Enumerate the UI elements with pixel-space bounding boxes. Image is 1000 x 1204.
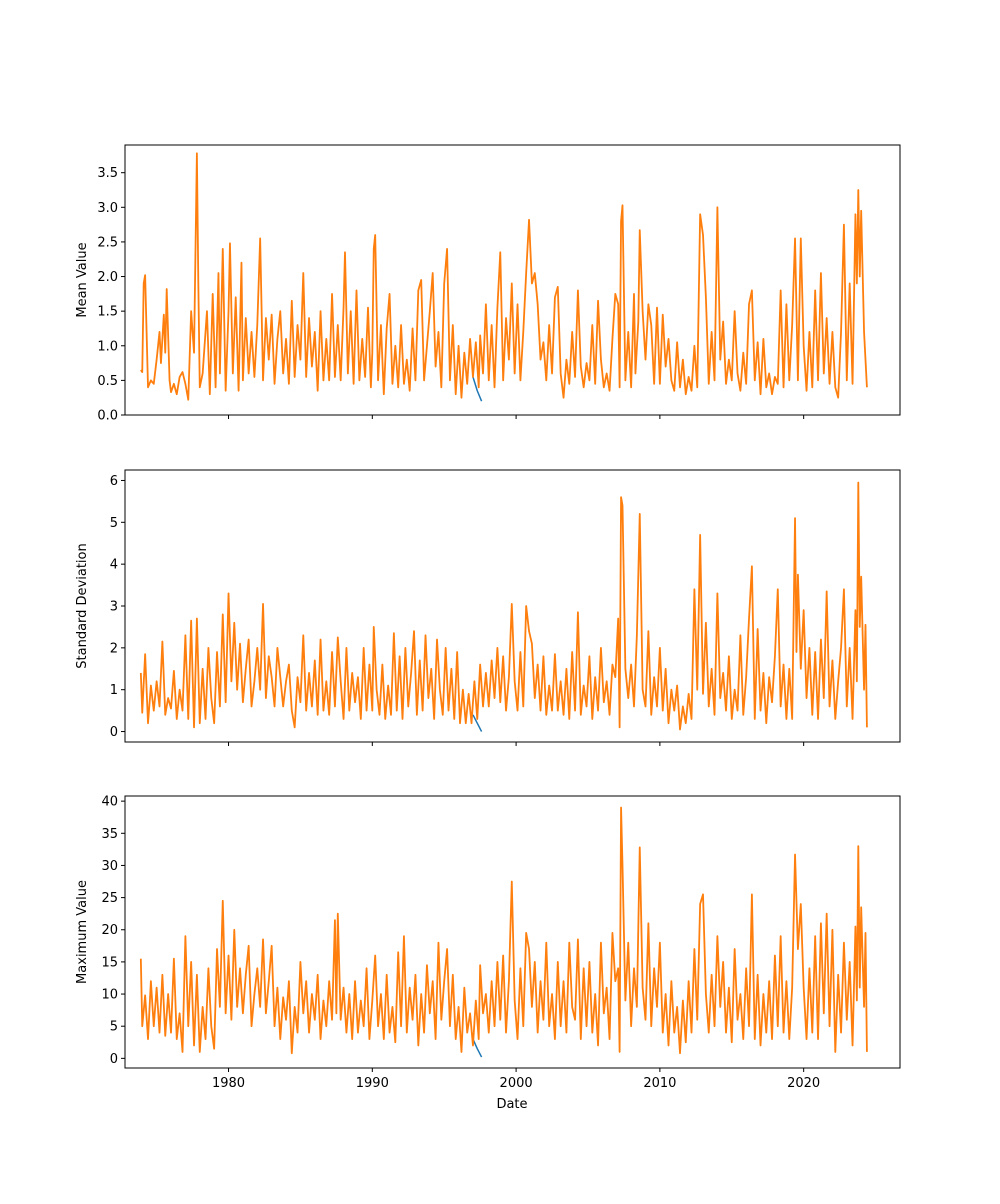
y-tick-label: 0.0 — [97, 409, 118, 424]
y-axis-label: Mean Value — [75, 242, 90, 317]
y-tick-label: 2.0 — [97, 270, 118, 285]
x-tick-label: 2020 — [787, 1076, 820, 1091]
y-tick-label: 3.0 — [97, 201, 118, 216]
y-tick-label: 1.5 — [97, 305, 118, 320]
y-tick-label: 6 — [110, 474, 118, 489]
y-tick-label: 4 — [110, 558, 118, 573]
y-tick-label: 40 — [101, 795, 118, 810]
y-tick-label: 1.0 — [97, 339, 118, 354]
y-tick-label: 2 — [110, 641, 118, 656]
y-tick-label: 5 — [110, 1020, 118, 1035]
series-line-orange — [139, 806, 868, 1055]
y-tick-label: 0.5 — [97, 374, 118, 389]
panel-1: 0.0 0.5 1.0 1.5 2.0 2.5 3.0 3.5 Mean Value — [75, 144, 901, 424]
axes-frame — [124, 795, 901, 1069]
x-tick-label: 1980 — [212, 1076, 245, 1091]
y-tick-label: 2.5 — [97, 235, 118, 250]
x-axis-label: Date — [496, 1097, 527, 1112]
y-tick-label: 15 — [101, 955, 118, 970]
x-tick-label: 1990 — [356, 1076, 389, 1091]
panels-layer: 0.0 0.5 1.0 1.5 2.0 2.5 3.0 3.5 Mean Value 0 1 2 3 4 5… — [75, 144, 901, 1091]
y-tick-label: 0 — [110, 725, 118, 740]
y-tick-label: 0 — [110, 1052, 118, 1067]
y-tick-label: 35 — [101, 827, 118, 842]
y-tick-label: 30 — [101, 859, 118, 874]
y-axis-label: Standard Deviation — [75, 543, 90, 668]
y-tick-label: 25 — [101, 891, 118, 906]
panel-3: 0 5 10 15 20 25 30 35 40 1980 1990 2000 2010 2020 Maxi… — [75, 795, 901, 1091]
series-line-orange — [140, 152, 868, 401]
x-tick-label: 2010 — [643, 1076, 676, 1091]
y-tick-label: 20 — [101, 923, 118, 938]
y-axis-label: Maximum Value — [75, 880, 90, 984]
series-line-blue — [472, 714, 483, 732]
series-line-blue — [472, 1038, 483, 1058]
series-line-orange — [139, 481, 868, 731]
y-tick-label: 1 — [110, 683, 118, 698]
panel-2: 0 1 2 3 4 5 6 Standard Deviation — [75, 469, 901, 746]
x-tick-label: 2000 — [500, 1076, 533, 1091]
axes-frame — [124, 144, 901, 416]
y-tick-label: 5 — [110, 516, 118, 531]
series-line-blue — [472, 376, 483, 402]
y-tick-label: 3.5 — [97, 166, 118, 181]
y-tick-label: 3 — [110, 600, 118, 615]
y-tick-label: 10 — [101, 988, 118, 1003]
